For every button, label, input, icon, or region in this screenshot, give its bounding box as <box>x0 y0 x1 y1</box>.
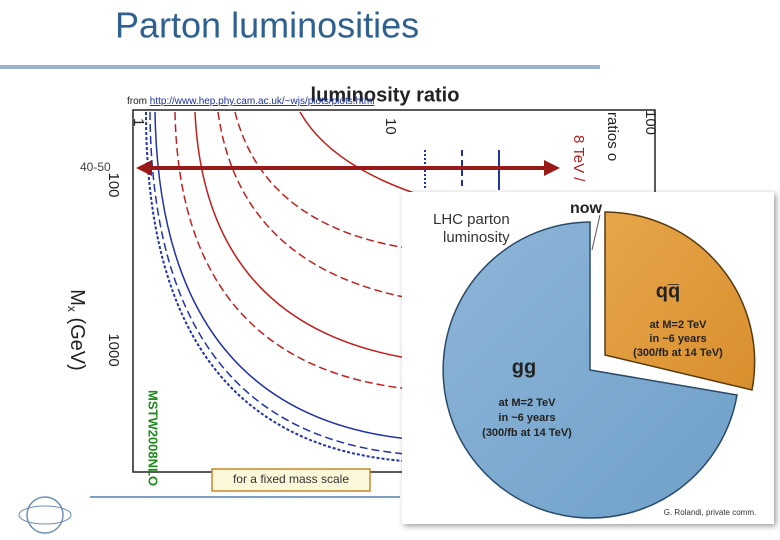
pie-slice <box>442 221 738 519</box>
credit: G. Rolandi, private comm. <box>664 508 756 517</box>
callout <box>591 214 601 251</box>
y-label-main: M <box>66 289 88 306</box>
legend-text: ratios o <box>604 112 621 161</box>
curve <box>145 111 421 463</box>
curve <box>174 111 421 391</box>
inset: LHC parton luminosity now qq̅ at M=2 TeV… <box>402 192 774 524</box>
curve <box>149 111 421 456</box>
left-tick-label: 1000 <box>105 333 122 366</box>
plot-title: luminosity ratio <box>311 84 460 106</box>
pdf-label: MSTW2008NLO <box>146 390 161 486</box>
range-label: 40-50 <box>80 160 111 174</box>
top-tick-label: 1 <box>130 118 147 126</box>
slice-text: at M=2 TeV <box>650 319 708 331</box>
legend-text: 8 TeV / <box>570 135 587 182</box>
top-tick-label: 100 <box>642 110 659 135</box>
y-label-sub: x <box>65 306 79 312</box>
pie-slice <box>604 211 756 391</box>
left-tick-label: 100 <box>105 172 122 197</box>
curve <box>154 111 421 441</box>
slice-label: qq̅ <box>656 280 680 302</box>
inset-title: luminosity <box>443 229 510 246</box>
slice-text: at M=2 TeV <box>499 397 557 409</box>
slice-text: (300/fb at 14 TeV) <box>633 347 723 359</box>
logo <box>18 505 72 525</box>
title-rule <box>0 65 600 69</box>
logo <box>26 496 64 534</box>
now-label: now <box>570 200 603 217</box>
source-link[interactable]: http://www.hep.phy.cam.ac.uk/~wjs/plots/… <box>150 96 375 107</box>
arrow-head <box>544 160 560 176</box>
inset-title: LHC parton <box>433 211 510 228</box>
curve <box>217 111 421 301</box>
slice-text: in ~6 years <box>649 333 706 345</box>
top-tick-label: 10 <box>382 118 399 135</box>
slice-label: gg <box>512 356 536 378</box>
curve <box>234 111 421 251</box>
slice-text: in ~6 years <box>498 412 555 424</box>
source-prefix: from <box>127 96 150 107</box>
y-label-unit: (GeV) <box>66 312 88 371</box>
y-axis-label: Mx (GeV) <box>65 289 88 371</box>
curve <box>299 111 421 196</box>
arrow-head <box>136 160 152 176</box>
source: from http://www.hep.phy.cam.ac.uk/~wjs/p… <box>127 96 374 107</box>
note: for a fixed mass scale <box>233 472 349 486</box>
slide-title: Parton luminosities <box>115 5 419 46</box>
slice-text: (300/fb at 14 TeV) <box>482 427 572 439</box>
note-box <box>211 468 371 492</box>
